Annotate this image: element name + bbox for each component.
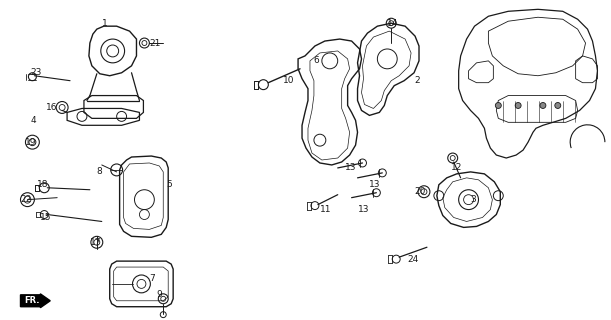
Text: 2: 2 xyxy=(414,76,420,85)
Text: 13: 13 xyxy=(370,180,381,189)
Text: 7: 7 xyxy=(149,275,155,284)
Text: 24: 24 xyxy=(407,255,419,264)
Text: 22: 22 xyxy=(21,195,32,204)
Text: 20: 20 xyxy=(414,187,425,196)
Circle shape xyxy=(555,102,561,108)
Text: FR.: FR. xyxy=(24,296,40,305)
Text: 3: 3 xyxy=(470,195,477,204)
Circle shape xyxy=(515,102,521,108)
Text: 21: 21 xyxy=(149,38,161,48)
Circle shape xyxy=(496,102,501,108)
Text: 23: 23 xyxy=(31,68,42,77)
Text: 12: 12 xyxy=(451,164,462,172)
Text: 16: 16 xyxy=(46,103,58,112)
Text: 18: 18 xyxy=(37,180,49,189)
Text: 13: 13 xyxy=(357,205,369,214)
Text: 14: 14 xyxy=(387,19,398,28)
Text: 13: 13 xyxy=(345,164,356,172)
Text: 4: 4 xyxy=(31,116,36,125)
Text: 10: 10 xyxy=(283,76,295,85)
Text: 1: 1 xyxy=(102,19,108,28)
FancyArrow shape xyxy=(21,294,50,308)
Text: 19: 19 xyxy=(24,138,36,147)
Text: 11: 11 xyxy=(320,205,331,214)
Circle shape xyxy=(540,102,546,108)
Text: 5: 5 xyxy=(166,180,172,189)
Text: 9: 9 xyxy=(156,290,162,299)
Text: 17: 17 xyxy=(90,238,101,247)
Text: 15: 15 xyxy=(40,213,52,222)
Text: 8: 8 xyxy=(97,167,103,176)
Text: 6: 6 xyxy=(313,56,319,65)
